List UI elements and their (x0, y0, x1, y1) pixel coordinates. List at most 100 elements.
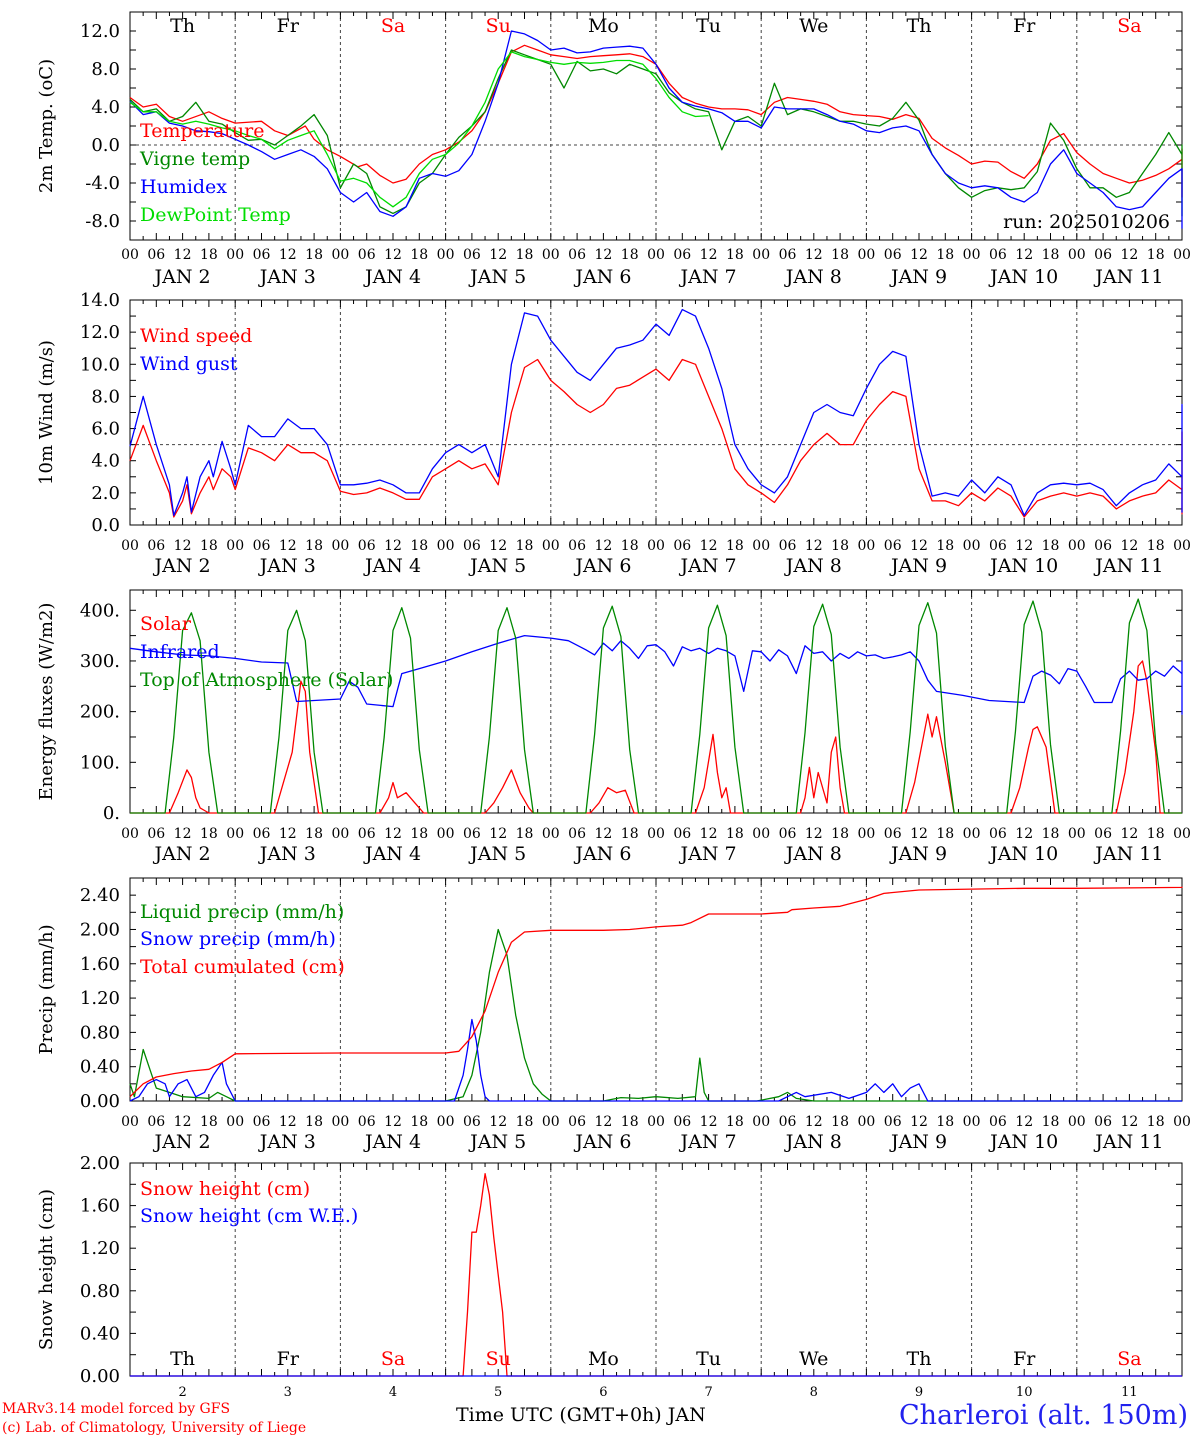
x-hour-label: 00 (647, 247, 665, 263)
x-day-number: 9 (915, 1385, 923, 1400)
x-hour-label: 18 (621, 826, 639, 842)
y-tick-label: 0.40 (80, 1057, 120, 1078)
y-axis-title: 2m Temp. (oC) (36, 59, 57, 193)
x-hour-label: 18 (621, 247, 639, 263)
x-date-label: JAN 5 (468, 843, 526, 865)
y-tick-label: 6.0 (91, 419, 120, 440)
x-hour-label: 18 (305, 1114, 323, 1130)
x-hour-label: 06 (463, 826, 481, 842)
x-hour-label: 00 (542, 247, 560, 263)
y-tick-label: 0.00 (80, 1366, 120, 1387)
x-date-label: JAN 10 (988, 555, 1058, 577)
x-date-label: JAN 9 (889, 1131, 947, 1153)
x-hour-label: 00 (437, 538, 455, 554)
x-hour-label: 12 (489, 247, 507, 263)
x-hour-label: 06 (989, 538, 1007, 554)
x-hour-label: 06 (989, 1114, 1007, 1130)
y-tick-label: 0.80 (80, 1281, 120, 1302)
x-hour-label: 00 (963, 1114, 981, 1130)
x-date-label: JAN 5 (468, 266, 526, 288)
y-tick-label: 0. (103, 803, 120, 824)
x-hour-label: 00 (1068, 1114, 1086, 1130)
x-hour-label: 00 (226, 1114, 244, 1130)
x-hour-label: 06 (253, 247, 271, 263)
x-date-label: JAN 7 (679, 266, 737, 288)
plot-frame (129, 299, 1183, 526)
weekday-label: Fr (277, 15, 300, 37)
x-hour-label: 00 (437, 826, 455, 842)
y-axis-title: Precip (mm/h) (36, 924, 57, 1054)
x-date-label: JAN 10 (988, 843, 1058, 865)
x-date-label: JAN 11 (1093, 266, 1163, 288)
weekday-label: Mo (588, 15, 619, 37)
x-hour-label: 18 (936, 1114, 954, 1130)
x-hour-label: 06 (358, 826, 376, 842)
y-tick-label: 200. (80, 702, 120, 723)
panel-4 (129, 877, 1183, 1102)
x-hour-label: 06 (673, 1114, 691, 1130)
y-tick-label: 400. (80, 600, 120, 621)
weekday-label: Mo (588, 1348, 619, 1370)
x-hour-label: 18 (305, 538, 323, 554)
panel-3 (129, 589, 1183, 814)
x-hour-label: 00 (121, 826, 139, 842)
x-hour-label: 18 (200, 1114, 218, 1130)
x-date-label: JAN 4 (363, 555, 421, 577)
x-hour-label: 00 (857, 538, 875, 554)
x-hour-label: 06 (673, 826, 691, 842)
x-hour-label: 06 (358, 247, 376, 263)
x-hour-label: 00 (1068, 826, 1086, 842)
y-tick-label: 2.00 (80, 919, 120, 940)
x-hour-label: 00 (121, 1114, 139, 1130)
x-hour-label: 18 (621, 538, 639, 554)
x-hour-label: 00 (1173, 247, 1191, 263)
x-hour-label: 00 (857, 1114, 875, 1130)
x-hour-label: 12 (174, 538, 192, 554)
x-hour-label: 12 (910, 826, 928, 842)
x-hour-label: 18 (516, 1114, 534, 1130)
x-hour-label: 00 (121, 538, 139, 554)
x-hour-label: 00 (1068, 247, 1086, 263)
x-hour-label: 06 (253, 826, 271, 842)
y-tick-label: -4.0 (85, 173, 120, 194)
x-hour-label: 06 (884, 826, 902, 842)
x-hour-label: 00 (121, 247, 139, 263)
y-tick-label: 8.0 (91, 386, 120, 407)
x-hour-label: 12 (174, 247, 192, 263)
x-date-label: JAN 7 (679, 555, 737, 577)
x-date-label: JAN 8 (784, 266, 842, 288)
x-hour-label: 12 (279, 247, 297, 263)
x-hour-label: 12 (1015, 538, 1033, 554)
x-hour-label: 06 (884, 247, 902, 263)
legend-entry: Solar (140, 613, 192, 635)
series-line (130, 1173, 1182, 1377)
x-hour-label: 06 (568, 1114, 586, 1130)
x-date-label: JAN 4 (363, 843, 421, 865)
x-hour-label: 12 (384, 1114, 402, 1130)
weekday-label: Sa (1117, 15, 1141, 37)
x-hour-label: 12 (910, 1114, 928, 1130)
x-date-label: JAN 7 (679, 1131, 737, 1153)
x-hour-label: 06 (1094, 247, 1112, 263)
x-hour-label: 12 (489, 1114, 507, 1130)
weekday-label: Tu (696, 1348, 721, 1370)
panel-5 (129, 1162, 1183, 1377)
y-tick-label: 1.60 (80, 954, 120, 975)
x-hour-label: 12 (489, 826, 507, 842)
x-hour-label: 00 (1173, 1114, 1191, 1130)
x-hour-label: 06 (358, 1114, 376, 1130)
x-day-number: 10 (1016, 1385, 1033, 1400)
legend-entry: Total cumulated (cm) (140, 956, 345, 978)
x-hour-label: 12 (594, 247, 612, 263)
legend-entry: Vigne temp (139, 148, 250, 170)
x-hour-label: 12 (700, 538, 718, 554)
series-line (129, 886, 1183, 1098)
y-axis-title: Energy fluxes (W/m2) (36, 603, 57, 801)
x-hour-label: 18 (831, 1114, 849, 1130)
x-hour-label: 18 (410, 826, 428, 842)
legend-entry: Liquid precip (mm/h) (140, 901, 344, 923)
x-hour-label: 06 (779, 826, 797, 842)
x-hour-label: 18 (516, 538, 534, 554)
x-hour-label: 06 (463, 1114, 481, 1130)
x-date-label: JAN 5 (468, 555, 526, 577)
